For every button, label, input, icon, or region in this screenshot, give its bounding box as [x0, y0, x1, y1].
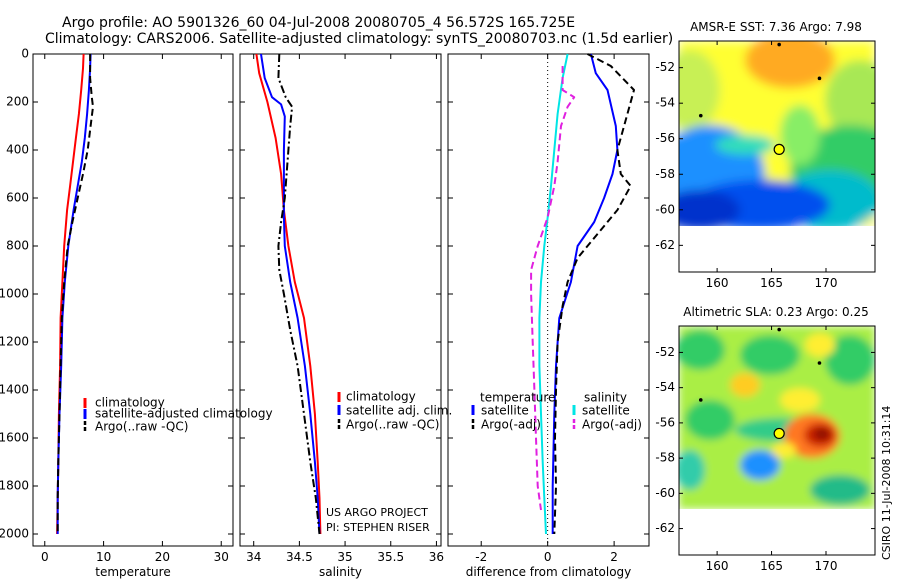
map-y-tick-label: -52	[655, 345, 675, 359]
map-y-tick-label: -60	[655, 202, 675, 216]
map-y-tick-label: -56	[655, 415, 675, 429]
map-x-tick-label: 170	[815, 276, 838, 290]
series-line-2	[277, 53, 321, 535]
legend-label-argo: Argo(..raw -QC)	[95, 420, 188, 434]
x-tick-label: 34.5	[286, 550, 313, 564]
y-tick-label: 2000	[0, 527, 29, 541]
figure-title-line1: Argo profile: AO 5901326_60 04-Jul-2008 …	[62, 15, 575, 31]
x-tick-label: -2	[475, 550, 487, 564]
series-line-0	[551, 53, 619, 534]
float-track-point	[817, 76, 822, 81]
map-x-tick-label: 165	[760, 276, 783, 290]
map-y-tick-label: -62	[655, 238, 675, 252]
sst-map-title: AMSR-E SST: 7.36 Argo: 7.98	[690, 20, 862, 34]
project-label: US ARGO PROJECT	[326, 506, 428, 519]
y-tick-label: 1600	[0, 431, 29, 445]
temperature-legend: climatology satellite-adjusted climatolo…	[83, 396, 273, 434]
argo-position-marker	[773, 143, 785, 155]
float-track-point	[777, 327, 781, 332]
legend-label-sal-argo: Argo(-adj)	[582, 418, 642, 432]
float-track-point	[777, 42, 781, 47]
legend-label-satellite: satellite-adjusted climatology	[95, 407, 273, 421]
x-tick-label: 35	[337, 550, 352, 564]
x-tick-label: 30	[214, 550, 229, 564]
y-tick-label: 800	[6, 239, 29, 253]
y-tick-label: 400	[6, 143, 29, 157]
y-tick-label: 1000	[0, 287, 29, 301]
map-y-tick-label: -62	[655, 521, 675, 535]
series-line-1	[260, 53, 321, 535]
x-axis-label: difference from climatology	[466, 565, 632, 579]
legend-label-temp-argo: Argo(-adj)	[481, 418, 541, 432]
x-tick-label: 0	[41, 550, 49, 564]
map-y-tick-label: -54	[655, 96, 675, 110]
map-y-tick-label: -60	[655, 486, 675, 500]
pi-label: PI: STEPHEN RISER	[326, 521, 430, 534]
series-line-3	[530, 66, 576, 511]
series-line-1	[553, 53, 635, 535]
x-axis-label: temperature	[95, 565, 170, 579]
x-tick-label: 2	[610, 550, 618, 564]
plot-frame	[447, 53, 650, 547]
legend-label-climatology: climatology	[95, 396, 165, 410]
sla-map-title: Altimetric SLA: 0.23 Argo: 0.25	[683, 305, 868, 319]
temperature-panel: 0 10 20 30 0 200 400 600 800 1000 1200 1400 1600 1800…	[0, 47, 234, 579]
map-x-tick-label: 170	[815, 559, 838, 573]
sst-map-frame	[678, 40, 876, 273]
legend-header-salinity: salinity	[584, 391, 627, 405]
float-track-point	[817, 361, 822, 365]
legend-label-temp-satellite: satellite	[481, 404, 529, 418]
y-tick-label: 0	[21, 47, 29, 61]
sst-map: AMSR-E SST: 7.36 Argo: 7.98 160 165 170 -52…	[655, 20, 876, 290]
x-tick-label: 35.5	[377, 550, 404, 564]
footer-timestamp: CSIRO 11-Jul-2008 10:31:14	[880, 406, 893, 560]
map-x-tick-label: 165	[760, 559, 783, 573]
legend-label-satellite: satellite adj. clim.	[346, 404, 452, 418]
map-y-tick-label: -58	[655, 167, 675, 181]
y-tick-label: 1800	[0, 479, 29, 493]
sla-field	[679, 326, 875, 509]
y-tick-label: 600	[6, 191, 29, 205]
argo-position-marker	[773, 427, 785, 440]
plot-frame	[239, 53, 442, 547]
series-line-0	[255, 53, 322, 535]
sst-field	[679, 41, 875, 226]
map-x-tick-label: 160	[706, 276, 729, 290]
figure-title-line2: Climatology: CARS2006. Satellite-adjuste…	[45, 31, 673, 47]
plot-frame	[32, 53, 234, 547]
sla-map-frame	[678, 325, 876, 556]
difference-legend: temperature salinity satellite Argo(-adj…	[471, 391, 642, 432]
legend-header-temperature: temperature	[480, 391, 555, 405]
x-tick-label: 34	[246, 550, 261, 564]
map-y-tick-label: -56	[655, 131, 675, 145]
sla-map: Altimetric SLA: 0.23 Argo: 0.25	[655, 305, 876, 573]
series-line-2	[538, 53, 569, 535]
legend-label-sal-satellite: satellite	[582, 404, 630, 418]
float-track-point	[698, 398, 703, 402]
salinity-legend: climatology satellite adj. clim. Argo(..…	[337, 390, 452, 432]
float-track-point	[698, 113, 703, 118]
x-axis-label: salinity	[319, 565, 362, 579]
salinity-panel: 34 34.5 35 35.5 36 salinity	[239, 53, 444, 579]
y-tick-label: 1400	[0, 383, 29, 397]
series-line-2	[56, 54, 94, 534]
y-tick-label: 200	[6, 95, 29, 109]
legend-label-climatology: climatology	[346, 390, 416, 404]
x-tick-label: 20	[155, 550, 170, 564]
map-y-tick-label: -54	[655, 380, 675, 394]
map-x-tick-label: 160	[706, 559, 729, 573]
legend-label-argo: Argo(..raw -QC)	[346, 418, 439, 432]
map-y-tick-label: -58	[655, 451, 675, 465]
y-tick-label: 1200	[0, 335, 29, 349]
map-y-tick-label: -52	[655, 60, 675, 74]
x-tick-label: 10	[96, 550, 111, 564]
x-tick-label: 36	[429, 550, 444, 564]
x-tick-label: 0	[544, 550, 552, 564]
